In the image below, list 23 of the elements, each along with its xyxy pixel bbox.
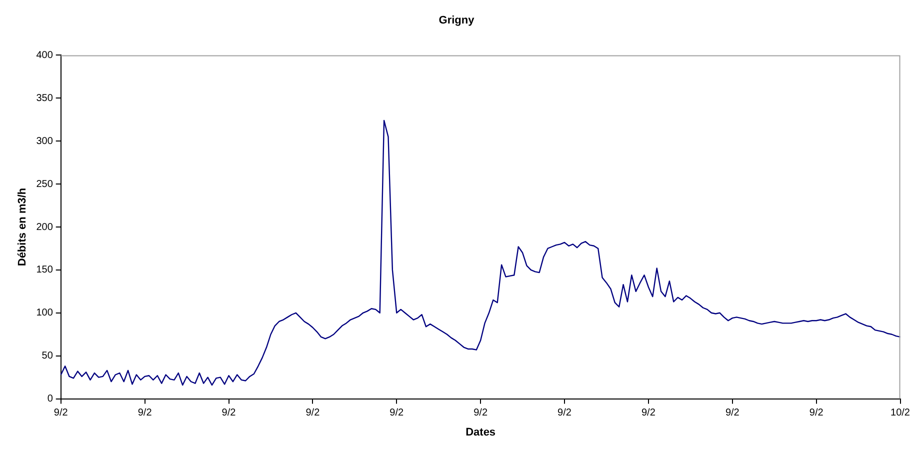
x-tick-label: 9/2 bbox=[54, 408, 68, 419]
y-tick-label: 200 bbox=[36, 222, 54, 233]
y-tick-label: 150 bbox=[36, 264, 54, 276]
x-tick-label: 9/2 bbox=[222, 408, 236, 419]
y-tick-label: 50 bbox=[42, 350, 54, 362]
y-tick-label: 250 bbox=[36, 178, 54, 190]
x-tick-label: 9/2 bbox=[809, 408, 824, 419]
x-tick-label: 9/2 bbox=[725, 408, 740, 419]
y-tick-label: 350 bbox=[36, 92, 54, 104]
y-axis-title: Débits en m3/h bbox=[16, 188, 29, 266]
x-tick-label: 9/2 bbox=[390, 408, 404, 419]
x-tick-label: 9/2 bbox=[558, 408, 572, 419]
chart-title: Grigny bbox=[438, 14, 476, 27]
x-tick-label: 9/2 bbox=[306, 408, 320, 419]
y-tick-label: 100 bbox=[36, 308, 54, 319]
x-tick-label: 9/2 bbox=[642, 408, 656, 419]
x-tick-label: 9/2 bbox=[138, 408, 152, 419]
y-tick-label: 400 bbox=[36, 50, 54, 61]
y-tick-label: 0 bbox=[47, 394, 54, 405]
x-tick-label: 10/2 bbox=[890, 408, 910, 419]
x-tick-label: 9/2 bbox=[474, 408, 488, 419]
y-tick-label: 300 bbox=[36, 136, 54, 147]
x-axis-title: Dates bbox=[466, 426, 496, 438]
